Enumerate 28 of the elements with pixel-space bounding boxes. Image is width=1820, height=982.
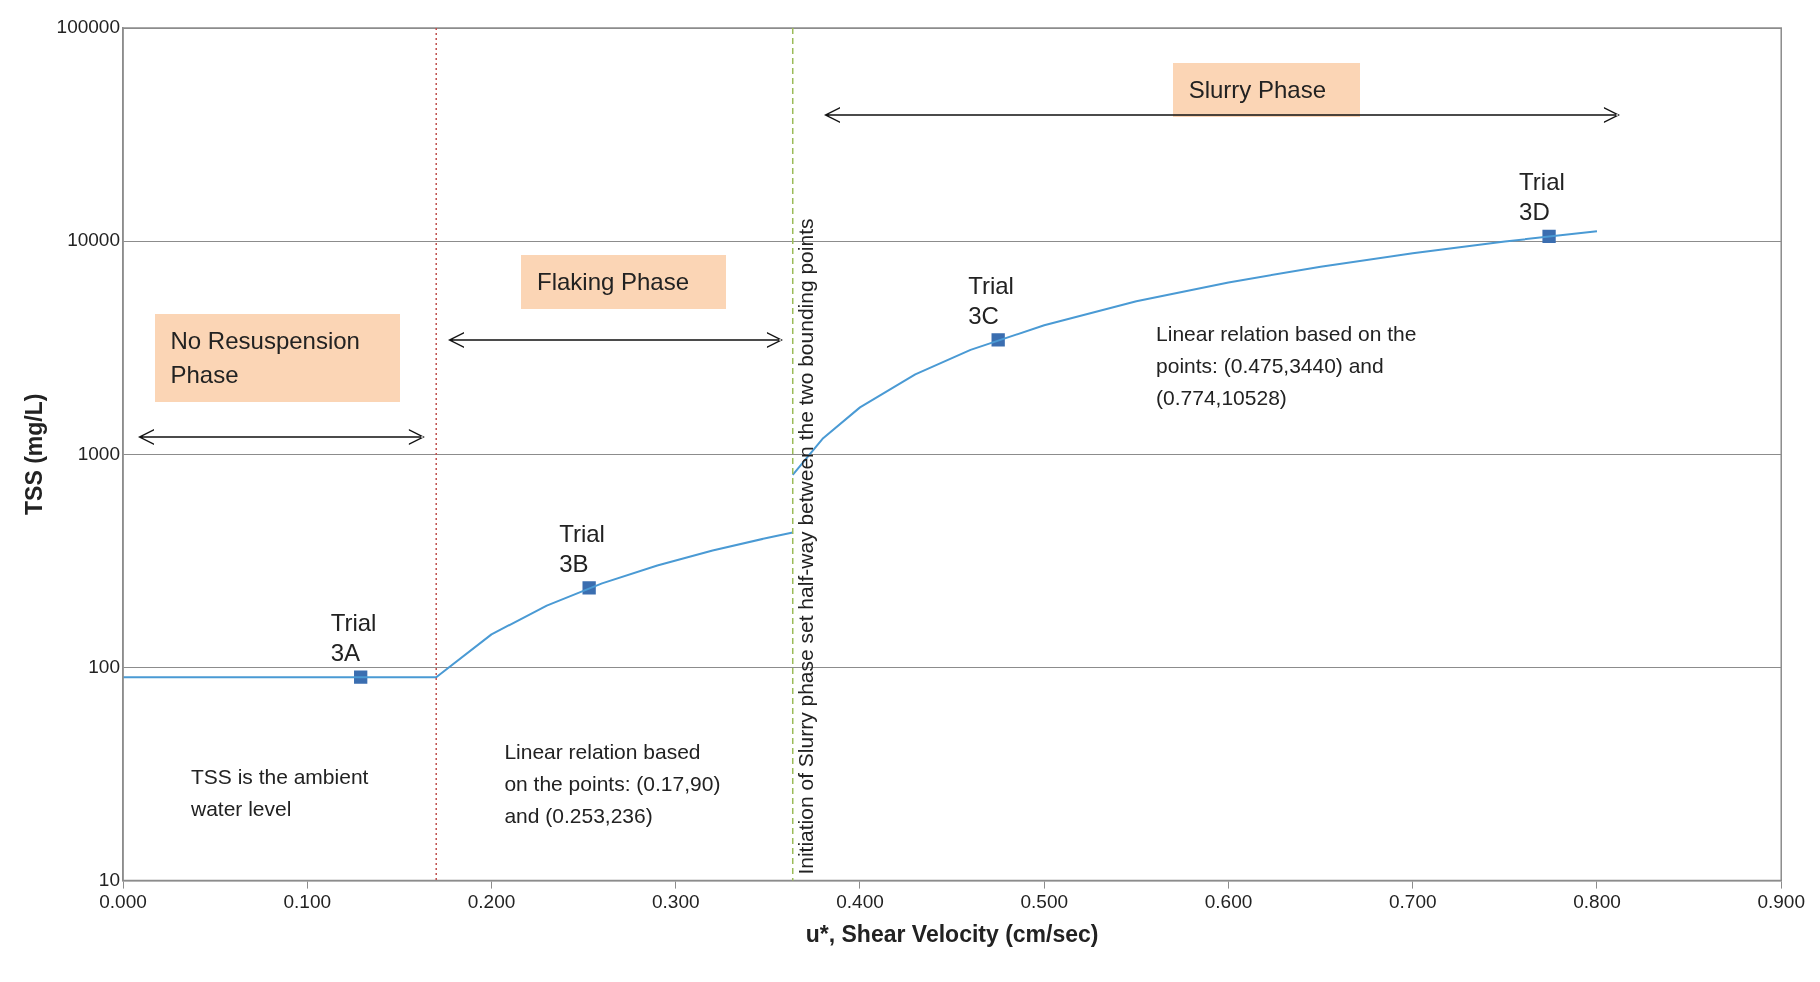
x-tick-label: 0.400: [836, 891, 884, 913]
y-axis-title: TSS (mg/L): [21, 393, 48, 515]
y-tick-label: 100000: [56, 16, 120, 38]
annotation: Slurry Phase: [1172, 62, 1360, 117]
y-tick-label: 1000: [77, 442, 120, 464]
annotation: Trial 3A: [330, 609, 377, 667]
x-tick-label: 0.800: [1573, 891, 1621, 913]
annotation: Trial 3D: [1519, 168, 1565, 226]
x-tick-label: 0.000: [99, 891, 147, 913]
x-tick-label: 0.700: [1388, 891, 1437, 913]
x-tick-label: 0.500: [1020, 891, 1069, 913]
x-tick-label: 0.900: [1757, 891, 1805, 913]
annotation: Trial 3B: [559, 519, 605, 577]
annotation: Flaking Phase: [520, 254, 726, 309]
x-tick-label: 0.300: [651, 891, 700, 913]
annotation: No Resuspension Phase: [154, 313, 400, 402]
annotation: Linear relation based on the points: (0.17,90) and (0.253,236): [504, 738, 722, 829]
ref-line-label: Initiation of Slurry phase set half-way between the two bounding points: [794, 218, 818, 875]
annotation: Trial 3C: [968, 271, 1014, 329]
annotation: TSS is the ambient water level: [190, 764, 370, 823]
x-tick-label: 0.100: [283, 891, 332, 913]
y-tick-label: 10: [98, 868, 120, 890]
x-tick-label: 0.200: [467, 891, 516, 913]
x-tick-label: 0.600: [1204, 891, 1253, 913]
y-tick-label: 100: [88, 655, 120, 677]
y-tick-label: 10000: [67, 229, 120, 251]
x-axis-title: u*, Shear Velocity (cm/sec): [805, 920, 1099, 947]
annotation: Linear relation based on the points: (0.475,3440) and (0.774,10528): [1156, 320, 1418, 411]
